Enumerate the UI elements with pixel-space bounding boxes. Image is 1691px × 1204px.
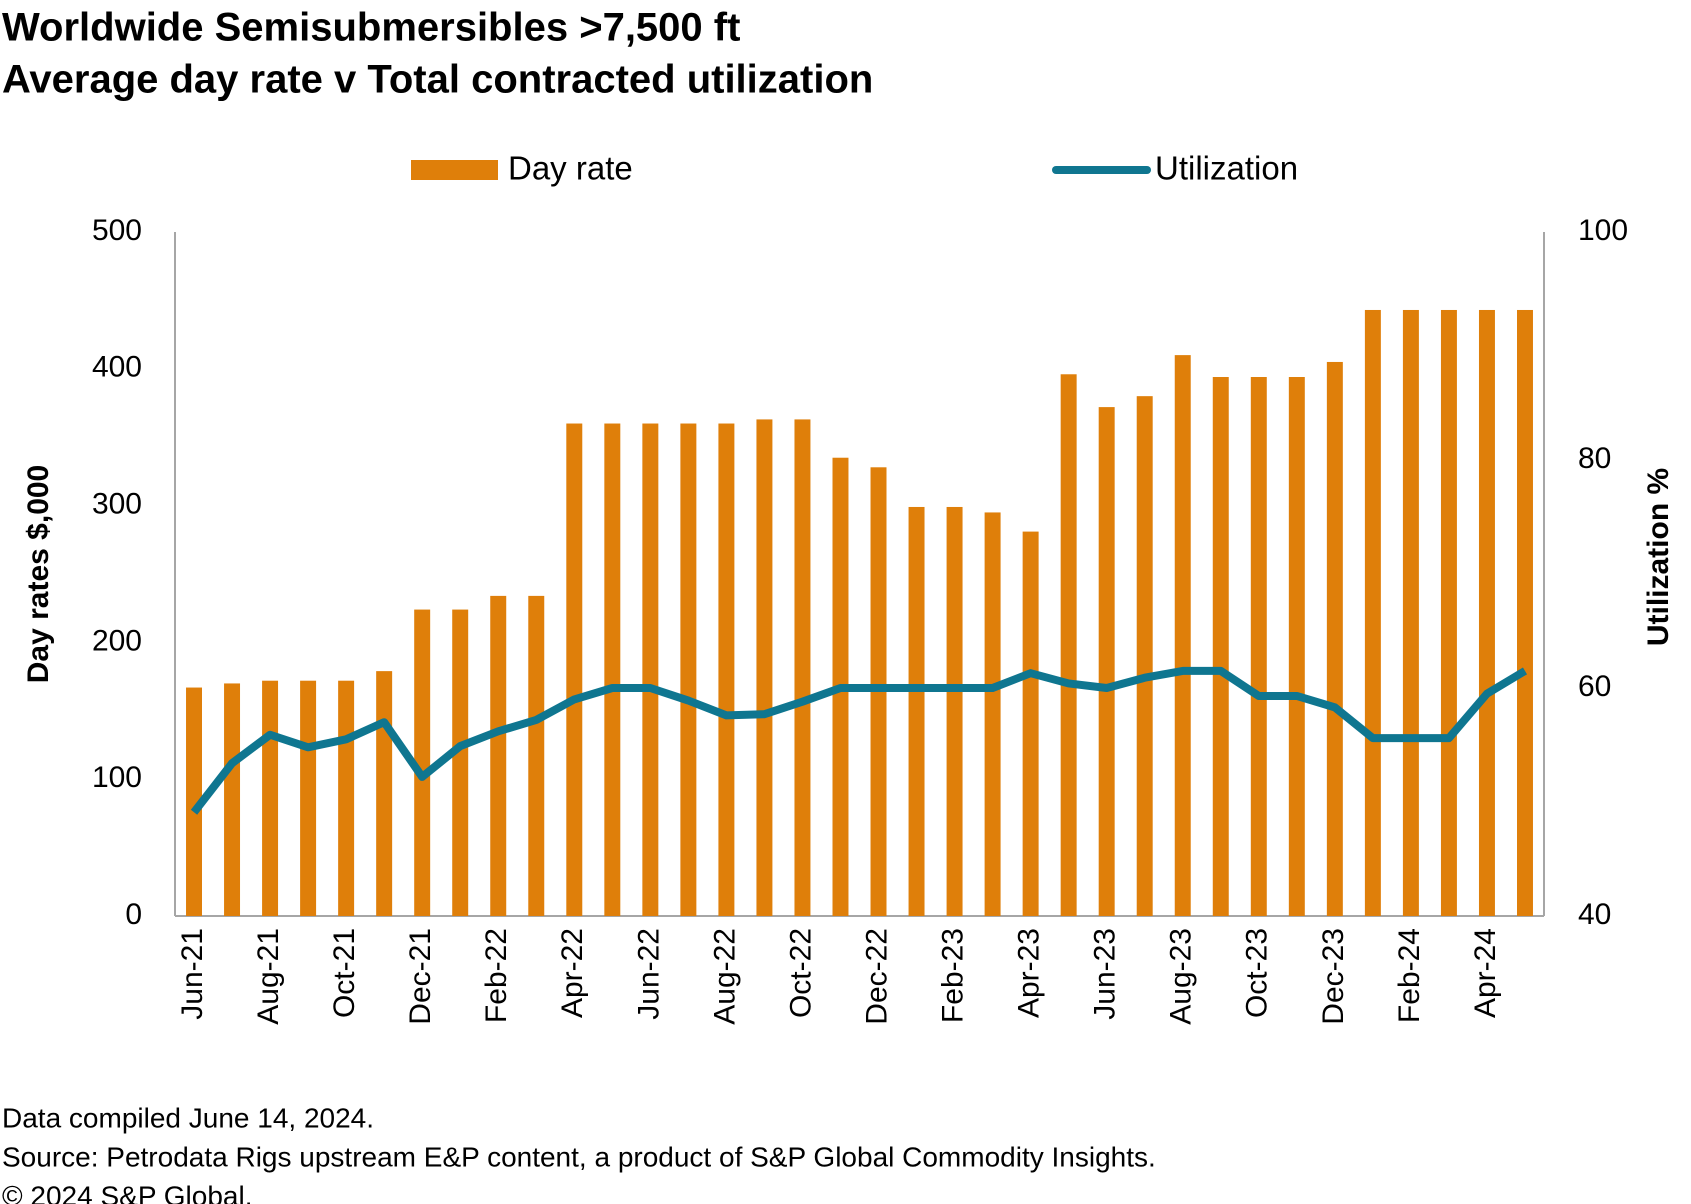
x-tick-label: Feb-23 — [936, 928, 969, 1023]
y-tick-label: 500 — [92, 214, 142, 247]
x-tick-label: Dec-23 — [1317, 928, 1350, 1025]
x-tick-label: Oct-21 — [328, 928, 361, 1018]
x-tick-label: Jun-23 — [1089, 928, 1122, 1020]
x-tick-label: Apr-23 — [1013, 928, 1046, 1018]
bar — [1060, 374, 1077, 917]
x-tick-label: Feb-24 — [1393, 928, 1426, 1023]
bar — [1174, 355, 1191, 916]
bar — [1517, 309, 1533, 916]
x-tick-label: Oct-23 — [1241, 928, 1274, 1018]
footnote: Source: Petrodata Rigs upstream E&P cont… — [2, 1141, 1156, 1172]
bar — [224, 683, 241, 916]
x-tick-label: Aug-21 — [252, 928, 285, 1025]
bar — [908, 506, 925, 916]
y2-axis-label: Utilization % — [1642, 468, 1675, 646]
bar — [490, 595, 507, 916]
bar — [984, 512, 1001, 916]
footnote: Data compiled June 14, 2024. — [2, 1102, 374, 1133]
y-axis-label: Day rates $,000 — [22, 465, 55, 684]
bar — [414, 609, 431, 916]
footnote: © 2024 S&P Global. — [2, 1180, 253, 1204]
y-tick-label: 300 — [92, 488, 142, 521]
bar — [1212, 377, 1229, 916]
x-tick-label: Dec-22 — [860, 928, 893, 1025]
x-tick-label: Dec-21 — [404, 928, 437, 1025]
bar — [756, 419, 773, 916]
bar — [1402, 309, 1419, 916]
x-tick-label: Oct-22 — [784, 928, 817, 1018]
bar — [1326, 361, 1343, 917]
y2-tick-label: 40 — [1578, 898, 1611, 931]
x-tick-label: Jun-22 — [632, 928, 665, 1020]
bar — [300, 680, 317, 916]
bar — [794, 419, 811, 916]
bar — [1136, 396, 1153, 916]
legend-label: Day rate — [508, 150, 633, 187]
bar — [566, 423, 583, 916]
y2-tick-label: 80 — [1578, 442, 1611, 475]
chart-subtitle: Average day rate v Total contracted util… — [2, 58, 873, 102]
bar — [1250, 377, 1267, 916]
y2-tick-label: 60 — [1578, 670, 1611, 703]
x-tick-label: Apr-24 — [1469, 928, 1502, 1018]
x-tick-label: Apr-22 — [556, 928, 589, 1018]
y-tick-label: 100 — [92, 761, 142, 794]
bar — [1022, 531, 1039, 916]
legend-swatch — [411, 160, 498, 180]
bar — [1440, 309, 1457, 916]
y-tick-label: 400 — [92, 351, 142, 384]
bar — [262, 680, 279, 916]
bar — [680, 423, 697, 916]
bar — [604, 423, 621, 916]
x-tick-label: Aug-23 — [1165, 928, 1198, 1025]
bar — [642, 423, 659, 916]
x-tick-label: Feb-22 — [480, 928, 513, 1023]
bar — [718, 423, 735, 916]
bar — [376, 671, 393, 916]
bar — [1478, 309, 1495, 916]
bar — [1364, 309, 1381, 916]
line — [190, 666, 1528, 815]
bar — [1288, 377, 1305, 916]
bar — [338, 680, 355, 916]
x-tick-label: Aug-22 — [708, 928, 741, 1025]
bar — [186, 687, 202, 916]
chart-title: Worldwide Semisubmersibles >7,500 ft — [2, 6, 740, 50]
bar — [528, 595, 545, 916]
y-tick-label: 0 — [125, 898, 142, 931]
y2-tick-label: 100 — [1578, 214, 1628, 247]
x-tick-label: Jun-21 — [176, 928, 209, 1020]
y-tick-label: 200 — [92, 624, 142, 657]
bar — [1098, 407, 1115, 916]
legend-label: Utilization — [1155, 150, 1298, 187]
bar — [946, 506, 963, 916]
bar — [452, 609, 469, 916]
